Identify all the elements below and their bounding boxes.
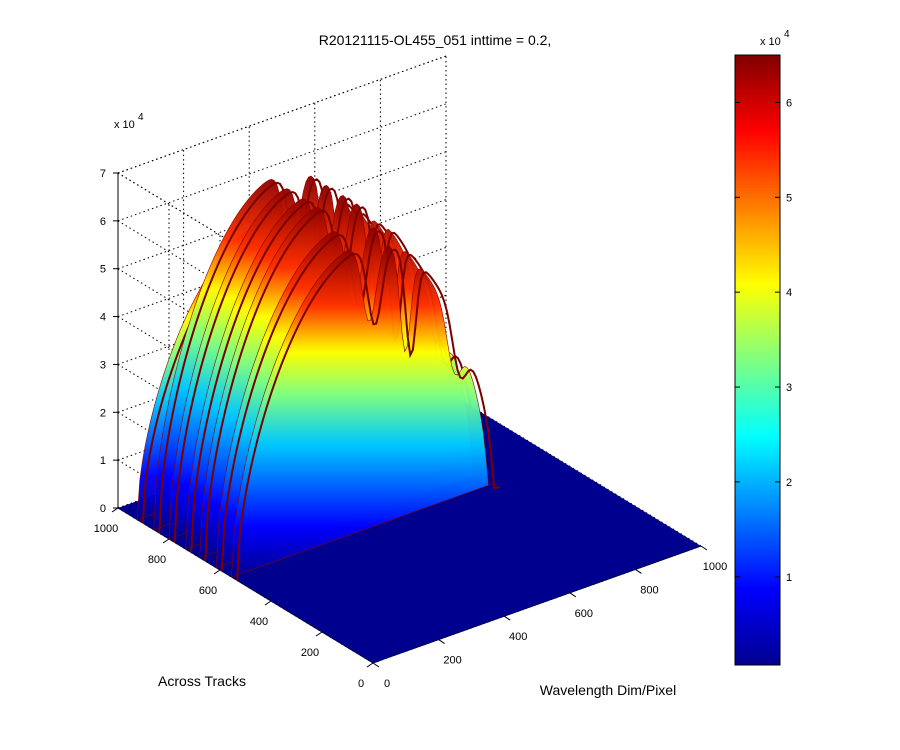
x-tick-label: 800	[640, 584, 658, 596]
y-tick-mark	[162, 538, 170, 544]
x-tick-mark	[372, 662, 380, 668]
colorbar-multiplier-exp: 4	[784, 29, 790, 40]
surface-band	[231, 245, 500, 581]
x-tick-mark	[569, 592, 577, 598]
colorbar-tick-label: 4	[786, 287, 792, 299]
y-tick-label: 1000	[94, 523, 118, 535]
y-tick-mark	[264, 600, 272, 606]
chart-title: R20121115-OL455_051 inttime = 0.2,	[319, 32, 552, 48]
y-tick-mark	[111, 507, 119, 513]
y-tick-label: 600	[199, 585, 217, 597]
y-tick-label: 0	[358, 678, 364, 690]
x-tick-mark	[635, 568, 642, 574]
y-tick-mark	[213, 569, 221, 575]
y-tick-label: 200	[301, 647, 319, 659]
z-tick-label: 7	[100, 168, 106, 180]
x-tick-label: 0	[384, 678, 390, 690]
y-tick-mark	[366, 662, 374, 668]
z-tick-label: 0	[100, 503, 106, 515]
colorbar: 1 2 3 4 5 6 x 10 4	[734, 29, 792, 666]
z-tick-label: 4	[100, 312, 106, 324]
z-axis-multiplier: x 10 4	[114, 112, 144, 131]
z-tick-label: 5	[100, 264, 106, 276]
x-tick-mark	[503, 615, 511, 621]
axes-ticks: 0 200 400 600 800 1000 0 200 400 600 800 1000 0 1 2 3 4 5…	[94, 168, 727, 690]
z-tick-label: 3	[100, 359, 106, 371]
colorbar-tick-label: 6	[786, 97, 792, 109]
colorbar-tick-label: 1	[786, 572, 792, 584]
z-tick-label: 6	[100, 216, 106, 228]
colorbar-tick-label: 2	[786, 477, 792, 489]
x-tick-mark	[700, 545, 708, 551]
x-tick-label: 600	[575, 608, 593, 620]
y-tick-mark	[315, 631, 323, 637]
x-tick-mark	[438, 639, 445, 645]
band-crest	[236, 248, 500, 581]
y-axis-label: Across Tracks	[158, 673, 246, 689]
x-axis-label: Wavelength Dim/Pixel	[540, 682, 676, 698]
colorbar-tick-label: 5	[786, 192, 792, 204]
colorbar-body	[734, 54, 781, 666]
y-tick-label: 400	[250, 616, 268, 628]
colorbar-ticks: 1 2 3 4 5 6	[735, 97, 792, 584]
x-tick-label: 1000	[703, 561, 727, 573]
colorbar-multiplier-base: x 10	[760, 36, 781, 48]
colorbar-tick-label: 3	[786, 382, 792, 394]
x-tick-label: 200	[443, 655, 461, 667]
surface-bands	[136, 175, 500, 581]
z-tick-label: 1	[100, 455, 106, 467]
z-multiplier-exp: 4	[138, 112, 144, 123]
x-tick-label: 400	[509, 631, 527, 643]
z-multiplier-base: x 10	[114, 119, 135, 131]
axis-box-edge	[117, 55, 447, 174]
y-tick-label: 800	[148, 554, 166, 566]
z-tick-label: 2	[100, 407, 106, 419]
